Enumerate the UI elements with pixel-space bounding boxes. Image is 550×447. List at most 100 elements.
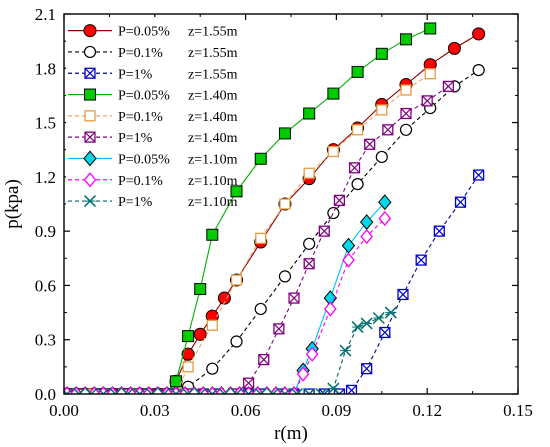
- data-point: [375, 150, 388, 164]
- data-point: [327, 87, 340, 100]
- data-point: [372, 311, 385, 325]
- legend-entry: P=1% z=1.55m: [68, 67, 238, 82]
- data-point: [206, 387, 219, 394]
- data-point: [278, 127, 291, 140]
- x-tick-label: 0.09: [322, 401, 352, 420]
- data-point: [254, 302, 267, 316]
- data-point: [379, 326, 391, 339]
- data-point: [182, 330, 195, 343]
- data-point: [73, 387, 86, 394]
- legend-series-z: z=1.10m: [188, 174, 238, 189]
- data-point: [361, 363, 373, 375]
- data-point: [315, 387, 328, 394]
- data-point: [400, 107, 412, 120]
- data-point: [157, 387, 170, 394]
- y-tick-label: 0.0: [35, 385, 56, 404]
- x-tick-label: 0.03: [140, 401, 170, 420]
- data-point: [258, 354, 270, 366]
- data-point: [169, 387, 183, 394]
- legend-series-z: z=1.10m: [188, 195, 238, 210]
- data-point: [109, 387, 122, 394]
- data-point: [400, 33, 413, 46]
- data-point: [193, 327, 207, 341]
- data-point: [360, 317, 373, 330]
- data-point: [351, 177, 364, 191]
- data-point: [303, 107, 316, 120]
- data-point: [230, 387, 243, 394]
- y-axis-label: p(kpa): [2, 179, 23, 229]
- data-point: [472, 27, 486, 41]
- data-point: [342, 252, 355, 268]
- data-point: [303, 258, 315, 270]
- legend-marker: [84, 110, 96, 122]
- data-point: [278, 270, 292, 283]
- data-point: [378, 194, 392, 211]
- data-point: [97, 387, 110, 394]
- data-point: [339, 344, 352, 357]
- legend-series-name: P=1%: [118, 131, 153, 146]
- legend-entry: P=0.1% z=1.55m: [68, 45, 238, 61]
- data-point: [145, 387, 158, 394]
- legend-entry: P=1% z=1.40m: [68, 131, 238, 146]
- data-point: [242, 387, 255, 394]
- data-point: [169, 386, 183, 394]
- legend-marker: [83, 24, 97, 38]
- data-point: [424, 22, 437, 35]
- data-point: [375, 47, 388, 60]
- data-point: [400, 84, 412, 96]
- data-point: [399, 123, 413, 136]
- data-point: [303, 167, 315, 179]
- data-point: [384, 306, 397, 319]
- data-point: [415, 254, 427, 266]
- series-line: [67, 312, 392, 394]
- data-point: [85, 387, 98, 394]
- data-point: [327, 145, 339, 158]
- data-point: [243, 377, 255, 389]
- legend-series-z: z=1.40m: [188, 110, 238, 125]
- data-point: [364, 138, 376, 150]
- data-point: [218, 387, 231, 394]
- data-point: [291, 387, 304, 394]
- legend-series-z: z=1.10m: [188, 152, 238, 167]
- data-point: [351, 65, 364, 78]
- data-point: [254, 152, 267, 165]
- data-point: [305, 346, 319, 362]
- data-point: [376, 104, 388, 116]
- data-point: [266, 387, 279, 394]
- x-axis-label: r(m): [274, 423, 308, 444]
- legend-marker: [84, 131, 96, 143]
- x-tick-label: 0.00: [49, 401, 79, 420]
- legend-series-name: P=0.1%: [118, 110, 163, 125]
- x-tick-label: 0.06: [231, 401, 261, 420]
- legend-series-z: z=1.55m: [188, 67, 238, 82]
- data-point: [217, 291, 231, 305]
- data-point: [447, 41, 461, 55]
- legend-series-z: z=1.40m: [188, 131, 238, 146]
- plot-frame: [63, 13, 519, 395]
- data-point: [230, 274, 243, 286]
- data-point: [206, 319, 218, 331]
- data-point: [182, 387, 195, 394]
- legend-series-name: P=0.05%: [118, 89, 170, 104]
- data-point: [169, 375, 182, 388]
- data-point: [324, 301, 337, 317]
- x-tick-label: 0.15: [503, 401, 533, 420]
- data-point: [194, 283, 207, 296]
- series-8: [64, 210, 392, 394]
- y-tick-label: 2.1: [35, 5, 56, 24]
- data-point: [421, 95, 433, 107]
- data-point: [348, 162, 361, 174]
- series-line: [67, 174, 480, 394]
- legend-series-name: P=0.05%: [118, 25, 170, 40]
- legend-series-name: P=1%: [118, 195, 153, 210]
- data-point: [121, 387, 134, 394]
- data-point: [255, 232, 267, 244]
- data-point: [442, 80, 454, 92]
- data-point: [382, 124, 394, 136]
- data-point: [97, 386, 110, 394]
- legend-entry: P=0.05% z=1.55m: [68, 24, 238, 40]
- series-line: [67, 33, 479, 394]
- y-tick-label: 0.3: [35, 331, 56, 350]
- data-point: [230, 185, 243, 198]
- data-point: [327, 382, 340, 394]
